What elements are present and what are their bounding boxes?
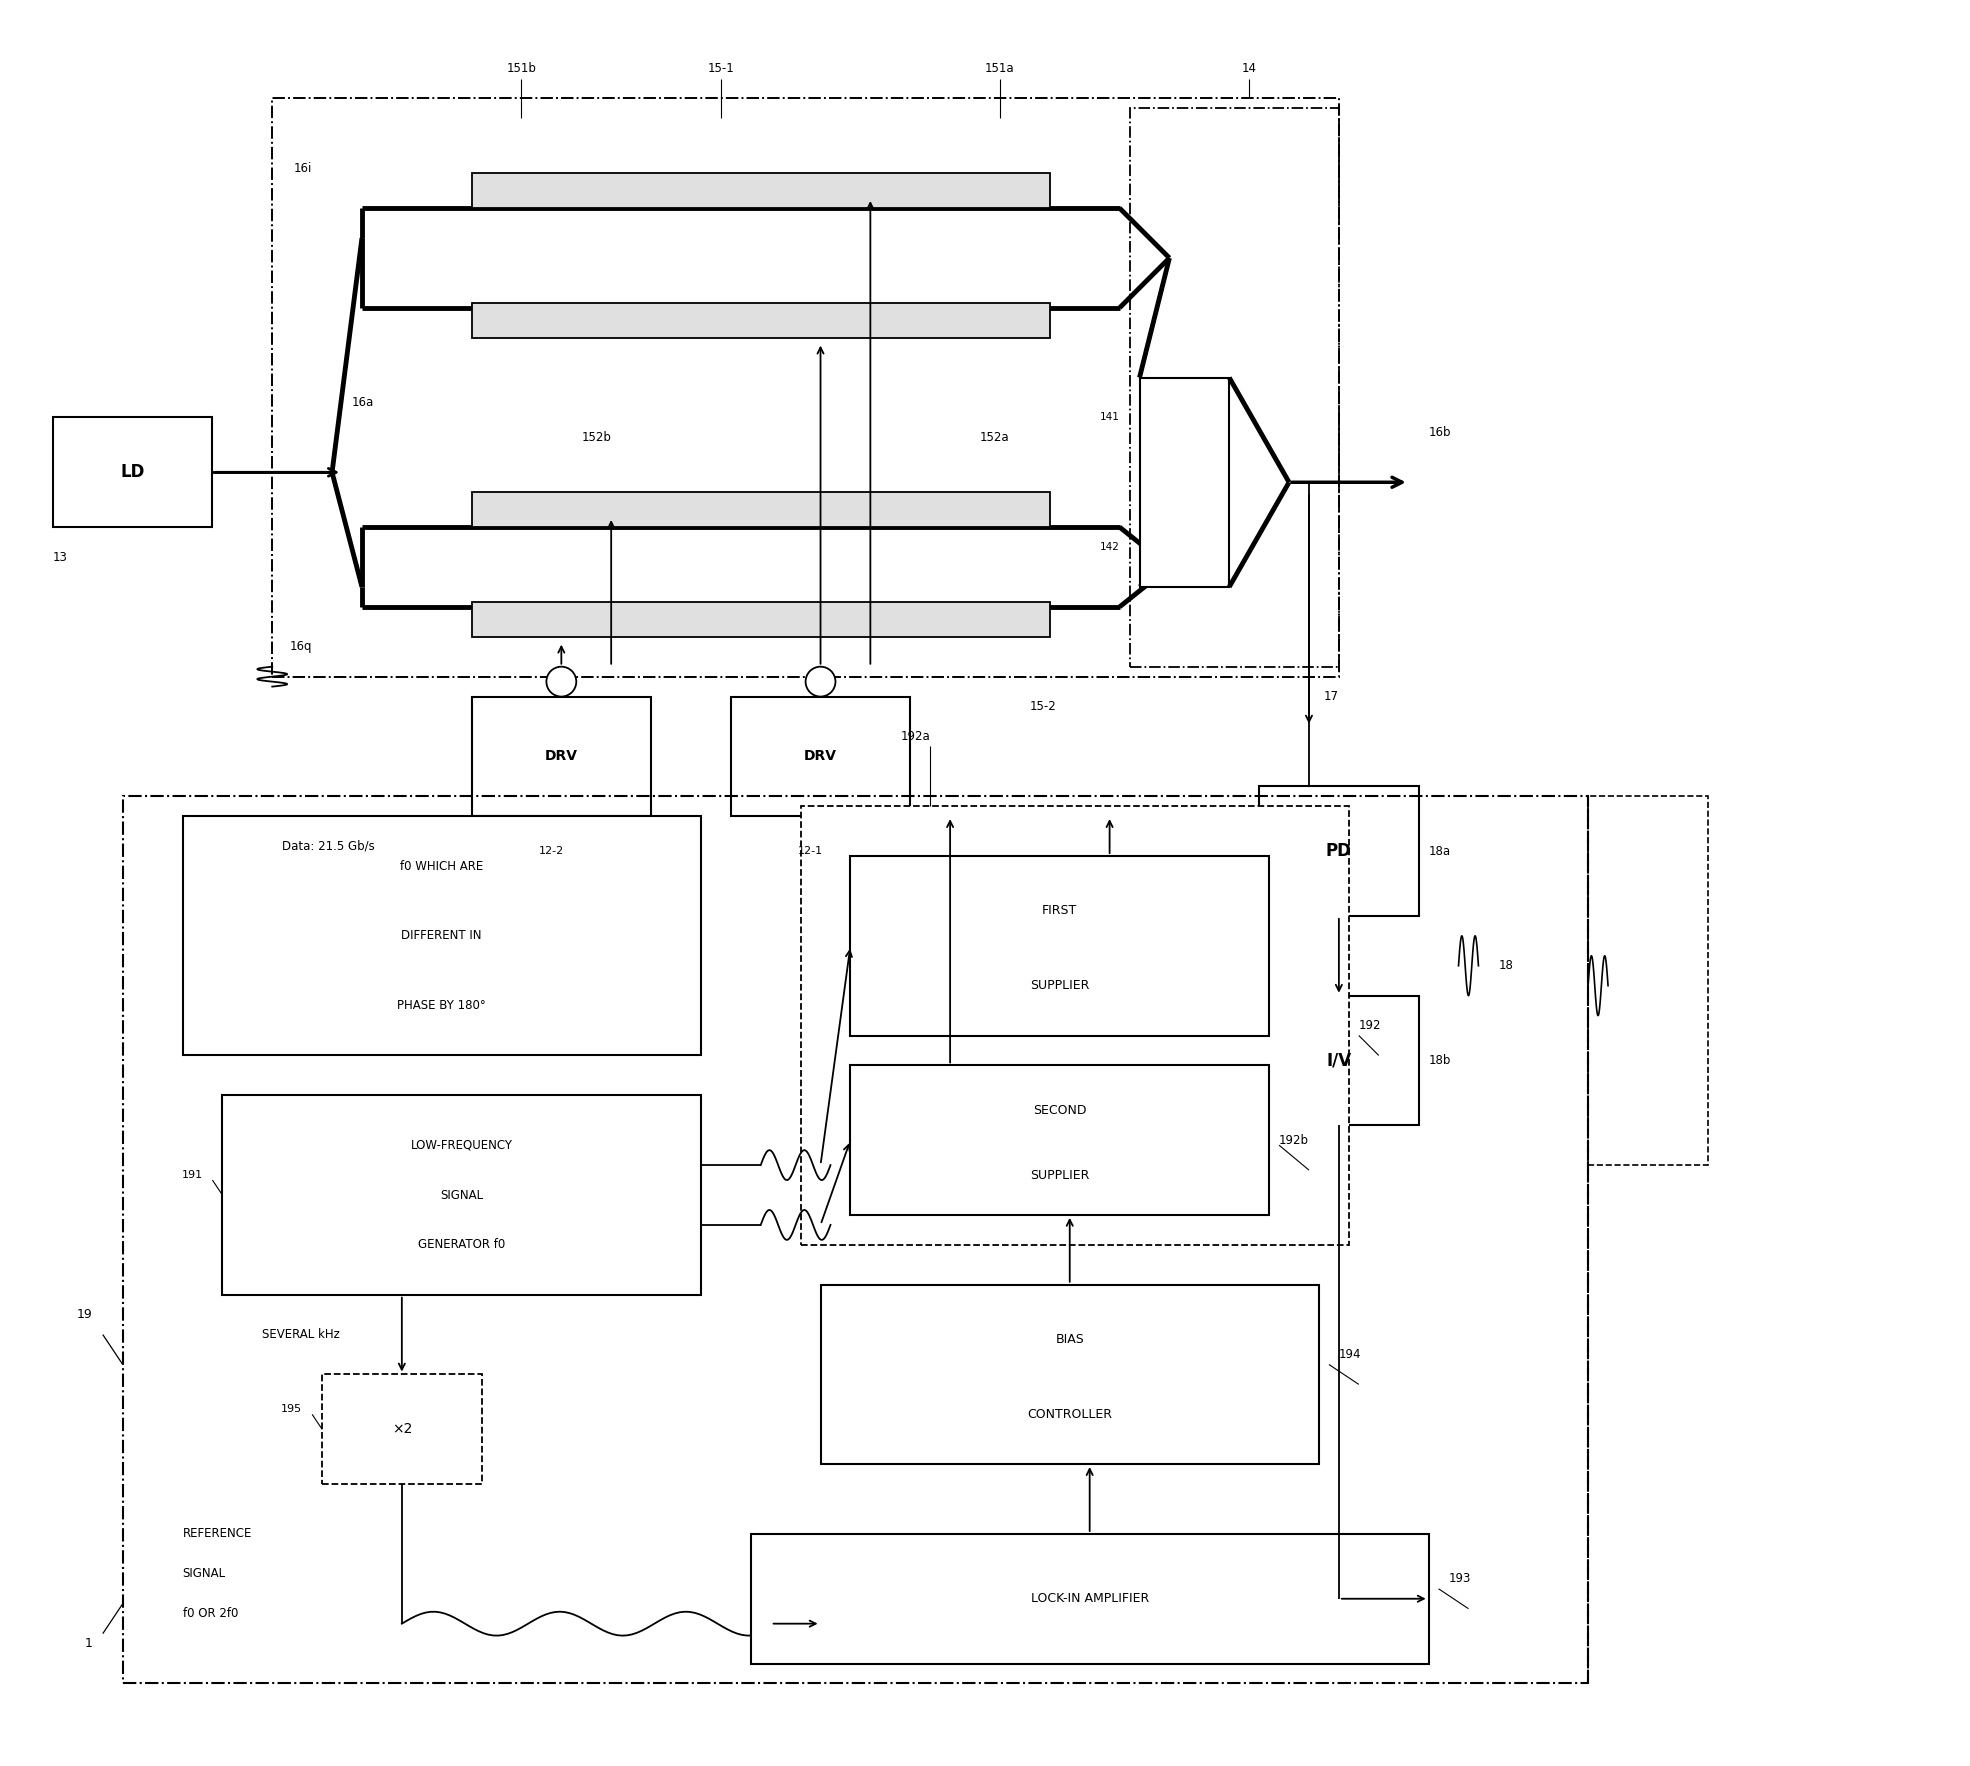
Bar: [471, 602, 1050, 638]
Text: SEVERAL kHz: SEVERAL kHz: [262, 1328, 341, 1340]
Text: DRV: DRV: [804, 749, 837, 763]
Bar: [1259, 996, 1418, 1125]
Text: 141: 141: [1099, 413, 1119, 422]
Text: f0 WHICH ARE: f0 WHICH ARE: [400, 860, 483, 872]
Text: 15-2: 15-2: [1030, 699, 1056, 713]
Text: 152b: 152b: [581, 431, 611, 443]
Text: SIGNAL: SIGNAL: [439, 1189, 483, 1201]
Text: 142: 142: [1099, 542, 1119, 553]
Text: REFERENCE: REFERENCE: [183, 1528, 252, 1540]
Text: Data: 21.5 Gb/s: Data: 21.5 Gb/s: [282, 839, 374, 853]
Text: 14: 14: [1241, 62, 1257, 76]
Text: 12-2: 12-2: [538, 846, 563, 857]
Text: SIGNAL: SIGNAL: [183, 1566, 227, 1581]
Text: 12-1: 12-1: [798, 846, 823, 857]
Bar: [53, 417, 213, 526]
Text: FIRST: FIRST: [1042, 904, 1078, 917]
Text: SUPPLIER: SUPPLIER: [1030, 1169, 1089, 1181]
Text: 17: 17: [1324, 691, 1340, 703]
Text: 13: 13: [53, 551, 67, 563]
Text: 151a: 151a: [985, 62, 1015, 76]
Bar: [183, 816, 701, 1056]
Text: DIFFERENT IN: DIFFERENT IN: [402, 929, 483, 943]
Text: 16i: 16i: [294, 162, 311, 175]
Text: DRV: DRV: [546, 749, 577, 763]
Bar: [1139, 378, 1229, 586]
Bar: [821, 1284, 1320, 1464]
Text: LOW-FREQUENCY: LOW-FREQUENCY: [410, 1139, 512, 1151]
Text: 192: 192: [1359, 1019, 1381, 1031]
Bar: [471, 493, 1050, 526]
Text: 193: 193: [1448, 1572, 1472, 1586]
Bar: [1259, 786, 1418, 917]
Text: 18b: 18b: [1428, 1054, 1452, 1067]
Text: BIAS: BIAS: [1056, 1333, 1084, 1346]
Text: 192b: 192b: [1279, 1134, 1310, 1146]
Text: SUPPLIER: SUPPLIER: [1030, 978, 1089, 992]
Text: LOCK-IN AMPLIFIER: LOCK-IN AMPLIFIER: [1030, 1593, 1149, 1605]
Text: ×2: ×2: [392, 1422, 412, 1436]
Bar: [800, 807, 1349, 1245]
Bar: [223, 1095, 701, 1294]
Bar: [1588, 796, 1708, 1166]
Text: 18a: 18a: [1428, 844, 1450, 858]
Bar: [471, 696, 650, 816]
Text: LD: LD: [120, 463, 146, 482]
Text: PD: PD: [1326, 842, 1351, 860]
Bar: [751, 1535, 1428, 1664]
Circle shape: [806, 668, 835, 696]
Text: 18: 18: [1499, 959, 1513, 973]
Text: 16b: 16b: [1428, 426, 1452, 440]
Text: 16q: 16q: [290, 641, 311, 653]
Text: 16a: 16a: [353, 396, 374, 410]
Text: 192a: 192a: [900, 729, 930, 743]
Bar: [471, 302, 1050, 337]
Text: 191: 191: [181, 1171, 203, 1180]
Text: 152a: 152a: [979, 431, 1011, 443]
Text: 194: 194: [1340, 1347, 1361, 1362]
Text: f0 OR 2f0: f0 OR 2f0: [183, 1607, 238, 1619]
Circle shape: [546, 668, 577, 696]
Text: CONTROLLER: CONTROLLER: [1026, 1408, 1113, 1422]
Text: GENERATOR f0: GENERATOR f0: [418, 1238, 504, 1252]
Text: 151b: 151b: [506, 62, 536, 76]
Text: 1: 1: [85, 1637, 93, 1649]
Bar: [851, 1065, 1269, 1215]
Bar: [851, 857, 1269, 1035]
Text: 19: 19: [77, 1309, 93, 1321]
Bar: [321, 1374, 481, 1483]
Text: SECOND: SECOND: [1032, 1104, 1087, 1116]
Text: 195: 195: [282, 1404, 301, 1415]
Text: 15-1: 15-1: [707, 62, 735, 76]
Bar: [471, 173, 1050, 208]
Bar: [731, 696, 910, 816]
Text: I/V: I/V: [1326, 1051, 1351, 1070]
Text: PHASE BY 180°: PHASE BY 180°: [398, 1000, 487, 1012]
